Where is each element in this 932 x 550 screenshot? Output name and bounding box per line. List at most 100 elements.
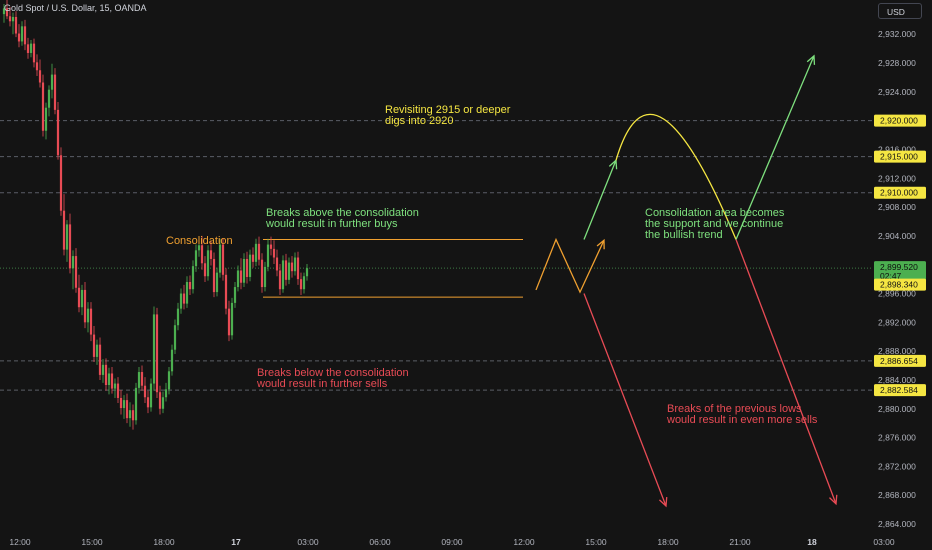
time-axis-background bbox=[0, 532, 932, 550]
candle-body bbox=[281, 260, 285, 290]
y-tick-label: 2,888.000 bbox=[878, 346, 916, 356]
candle-body bbox=[212, 258, 216, 293]
candle-body bbox=[188, 282, 192, 290]
candle-body bbox=[131, 410, 135, 421]
candle-body bbox=[236, 270, 240, 288]
yellow-arc-path bbox=[615, 113, 737, 240]
candle-body bbox=[50, 74, 54, 90]
level-badge-label: 2,920.000 bbox=[880, 116, 918, 126]
candle-body bbox=[167, 371, 171, 390]
candle-body bbox=[122, 400, 126, 409]
red-down-path-1 bbox=[583, 293, 667, 507]
y-tick-label: 2,872.000 bbox=[878, 461, 916, 471]
x-tick-label: 21:00 bbox=[729, 537, 751, 547]
red-down-arrowhead-2 bbox=[829, 494, 838, 506]
candle-body bbox=[245, 258, 249, 277]
candle-body bbox=[119, 397, 123, 409]
candle-body bbox=[260, 259, 264, 288]
candle-body bbox=[23, 26, 27, 45]
candle-body bbox=[305, 268, 309, 277]
candle-body bbox=[35, 62, 39, 71]
currency-button[interactable]: USD bbox=[878, 3, 922, 19]
level-badge bbox=[874, 114, 926, 127]
candle-body bbox=[200, 245, 204, 264]
candle-body bbox=[233, 287, 237, 303]
candle-body bbox=[143, 385, 147, 398]
candle-body bbox=[53, 74, 57, 110]
candle-body bbox=[164, 389, 168, 398]
candle-body bbox=[293, 257, 297, 272]
candle-body bbox=[251, 254, 255, 262]
candle-body bbox=[65, 224, 69, 250]
candle-body bbox=[263, 266, 267, 288]
y-tick-label: 2,916.000 bbox=[878, 144, 916, 154]
candle-body bbox=[146, 397, 150, 408]
candle-body bbox=[221, 244, 225, 275]
candle-body bbox=[128, 410, 132, 419]
candle-body bbox=[92, 334, 96, 357]
current-price-badge bbox=[874, 261, 926, 283]
candle-body bbox=[14, 16, 18, 34]
candle-body bbox=[32, 43, 36, 63]
chart-title: Gold Spot / U.S. Dollar, 15, OANDA bbox=[4, 3, 147, 13]
candle-body bbox=[89, 308, 93, 335]
candle-body bbox=[272, 248, 276, 258]
candle-body bbox=[266, 244, 270, 267]
candle-body bbox=[107, 373, 111, 385]
red-down-arrowhead-1 bbox=[658, 496, 668, 508]
low-marker-label: 2,898.340 bbox=[880, 280, 918, 290]
y-tick-label: 2,896.000 bbox=[878, 289, 916, 299]
y-tick-label: 2,892.000 bbox=[878, 317, 916, 327]
candle-body bbox=[242, 258, 246, 283]
candle-body bbox=[110, 373, 114, 389]
candle-body bbox=[59, 155, 63, 211]
y-tick-label: 2,912.000 bbox=[878, 173, 916, 183]
candle-body bbox=[185, 282, 189, 304]
level-badge bbox=[874, 150, 926, 163]
y-tick-label: 2,876.000 bbox=[878, 433, 916, 443]
level-badge-label: 2,915.000 bbox=[880, 152, 918, 162]
candle-body bbox=[62, 210, 66, 250]
zigzag-path bbox=[535, 237, 605, 294]
candle-body bbox=[194, 250, 198, 267]
candle-body bbox=[152, 314, 156, 384]
candle-body bbox=[248, 254, 252, 277]
breaks-above-note: Breaks above the consolidation would res… bbox=[266, 207, 419, 230]
previous-lows-note: Breaks of the previous lows would result… bbox=[667, 403, 818, 426]
candle-body bbox=[11, 16, 15, 22]
candle-body bbox=[125, 400, 129, 419]
candle-body bbox=[182, 293, 186, 304]
candle-body bbox=[284, 260, 288, 280]
green-long-up-arrowhead bbox=[806, 54, 816, 65]
x-tick-label: 15:00 bbox=[81, 537, 103, 547]
candle-body bbox=[68, 224, 72, 269]
candle-body bbox=[41, 82, 45, 131]
x-tick-label: 12:00 bbox=[513, 537, 535, 547]
candle-body bbox=[170, 349, 174, 372]
candle-body bbox=[20, 26, 24, 42]
y-tick-label: 2,884.000 bbox=[878, 375, 916, 385]
level-badge bbox=[874, 384, 926, 397]
y-tick-label: 2,868.000 bbox=[878, 490, 916, 500]
y-tick-label: 2,924.000 bbox=[878, 87, 916, 97]
level-badge-label: 2,882.584 bbox=[880, 385, 918, 395]
candle-body bbox=[26, 44, 30, 53]
candle-body bbox=[116, 383, 120, 398]
consolidation-label: Consolidation bbox=[166, 235, 233, 247]
y-tick-label: 2,864.000 bbox=[878, 519, 916, 529]
candle-body bbox=[215, 272, 219, 293]
candle-body bbox=[203, 263, 207, 277]
candle-body bbox=[197, 245, 201, 251]
candle-body bbox=[161, 397, 165, 409]
candle-body bbox=[74, 256, 78, 288]
revisiting-note: Revisiting 2915 or deeper digs into 2920 bbox=[385, 104, 511, 127]
level-badge-label: 2,886.654 bbox=[880, 356, 918, 366]
candle-body bbox=[2, 8, 6, 15]
candle-body bbox=[86, 308, 90, 323]
green-long-up-path bbox=[735, 55, 815, 240]
low-marker-badge bbox=[874, 278, 926, 291]
candle-body bbox=[257, 243, 261, 260]
x-tick-label: 17 bbox=[231, 537, 241, 547]
